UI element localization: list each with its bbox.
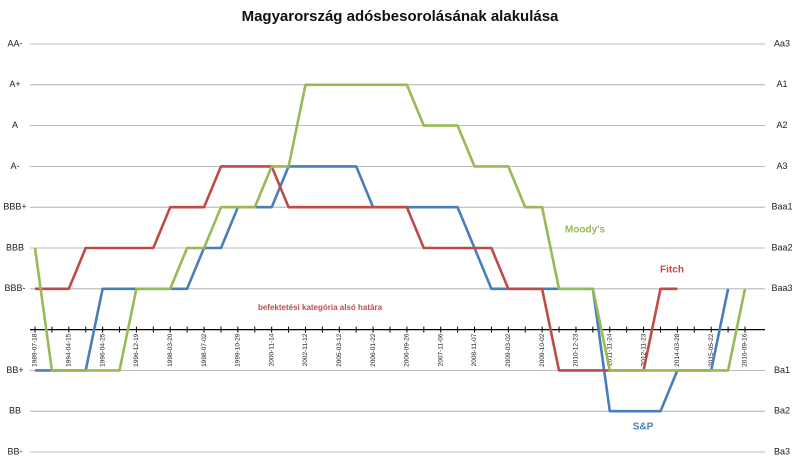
legend-label: S&P — [633, 422, 654, 433]
x-tick-label: 1998-03-20 — [167, 333, 174, 367]
x-tick-label: 2009-03-02 — [505, 333, 512, 367]
chart-title: Magyarország adósbesorolásának alakulása — [242, 8, 559, 25]
x-tick-label: 2008-11-07 — [471, 333, 478, 366]
x-tick-label: 2002-11-12 — [302, 333, 309, 366]
x-tick-label: 1994-04-15 — [66, 333, 73, 367]
x-tick-label: 1996-04-25 — [99, 333, 106, 367]
legend-label: Fitch — [660, 265, 684, 276]
series-line — [33, 83, 747, 372]
y-tick-label: BB+ — [6, 365, 23, 375]
y-tick-label: BB — [9, 406, 21, 416]
y2-tick-label: A3 — [776, 161, 787, 171]
x-tick-label: 1999-10-29 — [235, 333, 242, 367]
x-tick-label: 2005-03-12 — [336, 333, 343, 367]
y-tick-label: BB- — [7, 446, 22, 456]
x-tick-label: 2006-01-22 — [370, 333, 377, 367]
series-line — [35, 165, 678, 372]
x-tick-label: 2007-11-06 — [437, 333, 444, 366]
y-tick-label: BBB+ — [3, 202, 26, 212]
y2-tick-label: A2 — [776, 120, 787, 130]
x-tick-label: 2006-09-26 — [404, 333, 411, 367]
y-tick-label: BBB- — [4, 283, 25, 293]
y-tick-label: A+ — [9, 79, 20, 89]
x-tick-label: 2015-05-22 — [708, 333, 715, 367]
y-tick-label: A — [12, 120, 18, 130]
y2-tick-label: Ba2 — [774, 406, 790, 416]
y2-tick-label: A1 — [776, 79, 787, 89]
x-tick-label: 2011-11-24 — [606, 333, 613, 366]
x-tick-label: 2012-11-23 — [640, 333, 647, 366]
y2-tick-label: Baa1 — [771, 202, 792, 212]
annotation: befektetési kategória alsó határa — [258, 303, 383, 312]
y2-tick-label: Baa3 — [771, 283, 792, 293]
x-tick-label: 1998-07-02 — [201, 333, 208, 367]
x-tick-label: 2016-09-16 — [742, 333, 749, 367]
legend-label: Moody's — [565, 225, 606, 236]
x-tick-label: 2014-03-28 — [674, 333, 681, 367]
y2-tick-label: Ba1 — [774, 365, 790, 375]
y-tick-label: BBB — [6, 242, 24, 252]
x-tick-label: 2000-11-14 — [268, 333, 275, 366]
x-tick-label: 1989-07-18 — [32, 333, 39, 367]
x-tick-label: 2010-12-23 — [573, 333, 580, 367]
y2-tick-label: Baa2 — [771, 242, 792, 252]
x-tick-label: 1996-12-19 — [133, 333, 140, 367]
x-tick-label: 2009-10-02 — [539, 333, 546, 367]
y-tick-label: A- — [11, 161, 20, 171]
y2-tick-label: Aa3 — [774, 38, 790, 48]
y2-tick-label: Ba3 — [774, 446, 790, 456]
y-tick-label: AA- — [7, 38, 22, 48]
